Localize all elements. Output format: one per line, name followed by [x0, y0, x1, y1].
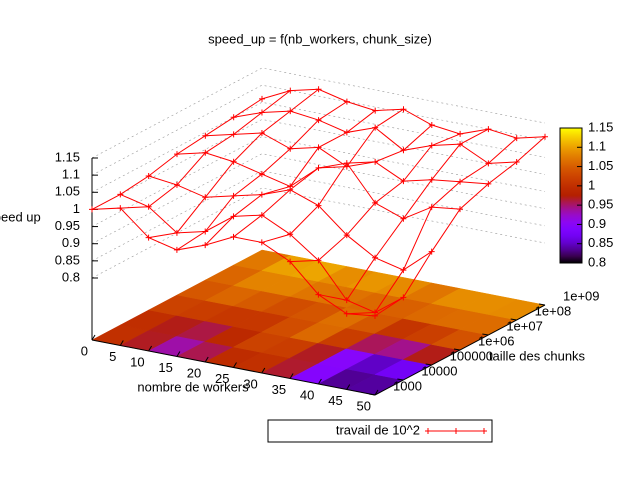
x-tick: [91, 334, 96, 341]
x-tick-label: 40: [300, 387, 314, 402]
colorbar-tick-label: 1.1: [588, 139, 606, 154]
point: [259, 95, 265, 102]
y-tick-label: 1e+08: [535, 303, 572, 318]
x-tick-label: 50: [357, 398, 371, 413]
x-tick-label: 10: [130, 354, 144, 369]
y-tick: [397, 378, 404, 381]
x-tick: [346, 384, 351, 390]
point: [372, 107, 379, 114]
surface-column: [318, 128, 489, 301]
x-tick: [374, 389, 379, 396]
legend-marker: [425, 428, 431, 434]
x-axis-label: nombre de workers: [137, 379, 249, 394]
z-tick-label: 0.95: [55, 218, 80, 233]
legend-marker: [481, 428, 487, 434]
y-tick-label: 100000: [450, 348, 493, 363]
grid-line: [91, 170, 546, 262]
x-tick: [204, 356, 209, 363]
x-tick: [233, 362, 237, 368]
surface-column: [91, 98, 263, 210]
x-tick: [317, 378, 322, 385]
colorbar: [559, 127, 583, 264]
x-tick: [119, 340, 124, 346]
x-tick-label: 0: [81, 343, 88, 358]
surface-column: [374, 136, 546, 317]
surface-column: [120, 90, 291, 209]
colorbar-tick-label: 1.05: [588, 158, 613, 173]
grid-line: [91, 119, 546, 210]
point: [258, 239, 265, 246]
x-tick: [148, 345, 153, 352]
point: [173, 246, 180, 253]
y-tick-label: 1e+07: [506, 318, 543, 333]
surface: [89, 86, 548, 319]
y-tick: [510, 318, 517, 321]
base-plane: [91, 249, 546, 396]
legend-box: [267, 419, 493, 443]
y-axis-label: taille des chunks: [489, 348, 586, 363]
y-tick-label: 10000: [421, 363, 457, 378]
colorbar-tick-label: 1: [588, 177, 595, 192]
chart-title: speed_up = f(nb_workers, chunk_size): [208, 31, 432, 46]
point: [513, 135, 520, 142]
point: [89, 206, 95, 213]
axes: 0.8 0.85 0.9 0.95 1 1.05 1.1 1.15 0 5 10 15 20 25 30 35…: [55, 67, 600, 413]
y-tick: [538, 303, 546, 306]
z-tick-label: 0.85: [55, 252, 80, 267]
colorbar-tick-label: 0.95: [588, 197, 613, 212]
x-tick-label: 35: [272, 382, 286, 397]
y-tick: [482, 333, 489, 336]
x-tick-label: 25: [215, 371, 229, 386]
surface-row: [261, 88, 546, 139]
y-tick: [368, 393, 376, 396]
x-tick: [289, 373, 294, 379]
legend-label: travail de 10^2: [336, 422, 420, 437]
x-tick-label: 15: [158, 360, 172, 375]
x-tick-label: 45: [328, 393, 342, 408]
y-tick-label: 1e+06: [478, 333, 515, 348]
point: [315, 86, 322, 93]
x-tick-label: 30: [243, 376, 257, 391]
x-tick-label: 20: [187, 365, 201, 380]
x-tick-label: 5: [109, 349, 116, 364]
surface-column: [176, 101, 348, 251]
surface-column: [204, 110, 376, 246]
x-tick: [176, 351, 181, 357]
surface-column: [233, 108, 404, 238]
surface-column: [148, 88, 319, 239]
point: [230, 233, 237, 240]
z-tick-label: 0.9: [62, 235, 80, 250]
legend-marker: [453, 428, 459, 434]
y-tick: [425, 363, 432, 366]
z-tick-label: 1.15: [55, 149, 80, 164]
colorbar-tick-label: 1.15: [588, 119, 613, 134]
point: [400, 106, 407, 113]
surface-column: [346, 137, 518, 315]
z-tick-label: 1: [73, 201, 80, 216]
grid-line: [91, 84, 546, 176]
surface-column: [261, 124, 433, 243]
surface-row: [233, 110, 517, 164]
y-tick: [453, 348, 461, 351]
y-tick-label: 1e+09: [563, 288, 600, 303]
z-tick-label: 0.8: [62, 269, 80, 284]
z-tick-label: 1.1: [62, 167, 80, 182]
point: [542, 133, 548, 140]
y-tick-label: 1000: [393, 378, 422, 393]
x-tick: [261, 367, 266, 374]
surface-row: [205, 132, 489, 185]
colorbar-tick-label: 0.8: [588, 254, 606, 269]
point: [202, 242, 209, 249]
z-tick-label: 1.05: [55, 184, 80, 199]
surface-column: [290, 133, 461, 263]
colorbar-tick-label: 0.9: [588, 216, 606, 231]
colorbar-tick-label: 0.85: [588, 235, 613, 250]
z-axis-label: speed up: [0, 209, 41, 224]
